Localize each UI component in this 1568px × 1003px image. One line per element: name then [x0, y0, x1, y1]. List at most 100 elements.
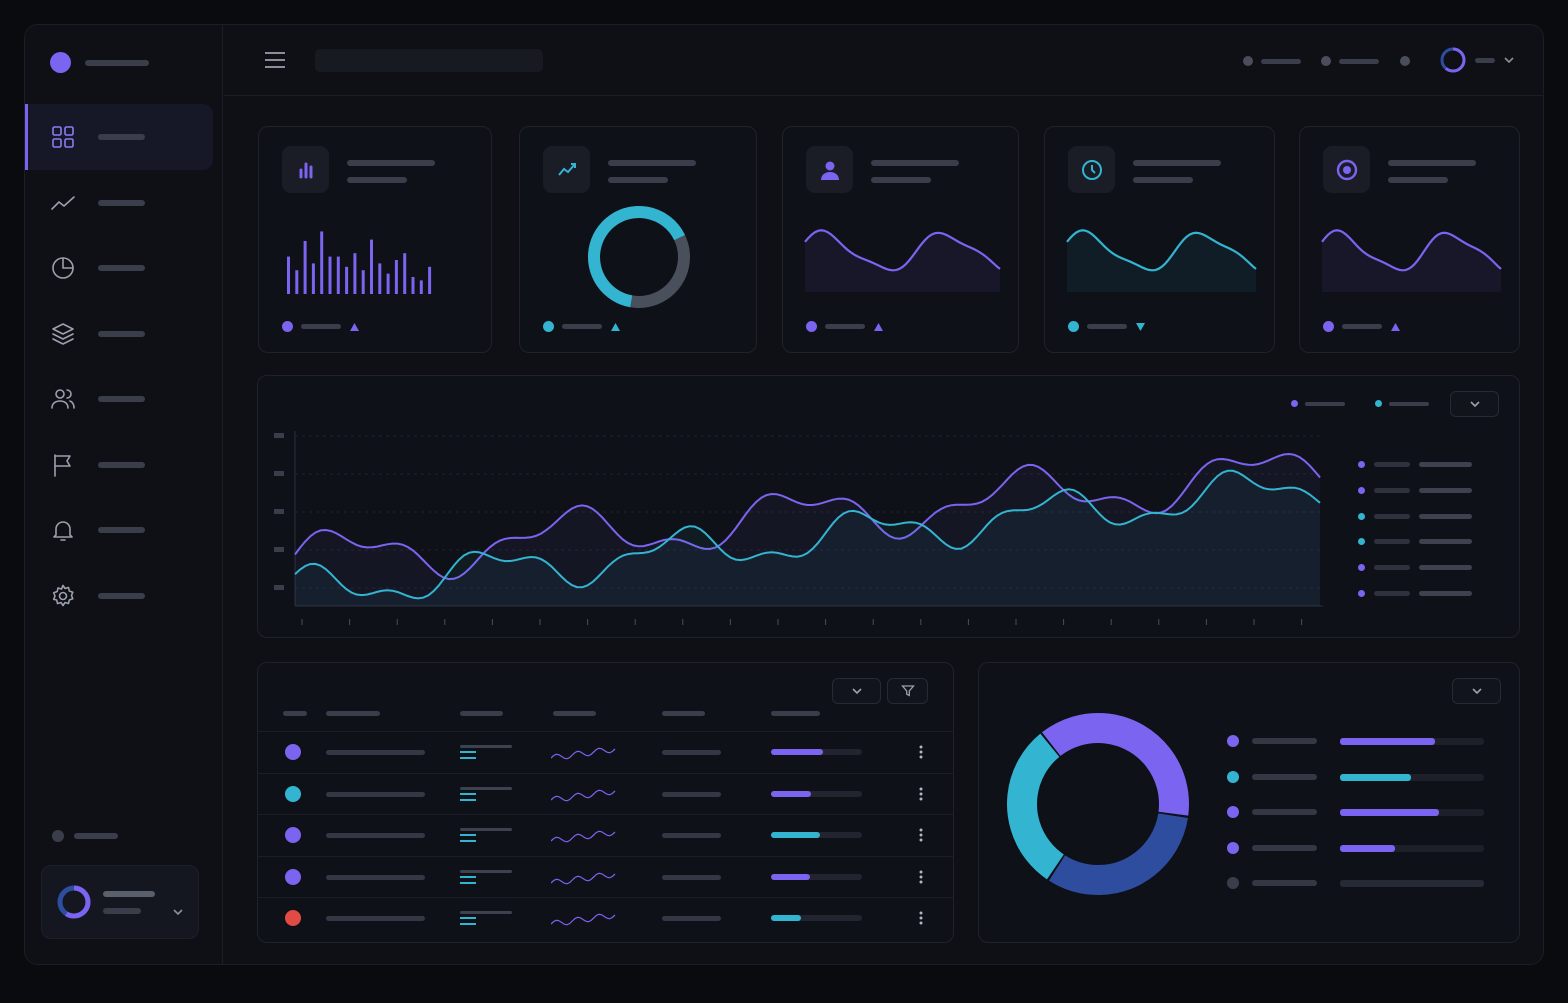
stat-icon-box	[543, 146, 590, 193]
stat-card[interactable]	[519, 126, 757, 353]
legend-item[interactable]	[1358, 461, 1472, 468]
stat-footer	[806, 321, 884, 332]
donut-legend-item[interactable]	[1227, 877, 1487, 889]
filter-button[interactable]	[887, 678, 928, 704]
sidebar-item-layers[interactable]	[25, 301, 213, 367]
y-tick-label	[274, 509, 284, 514]
tag-line	[460, 881, 476, 884]
legend-label	[1374, 591, 1410, 596]
legend-dot	[1291, 400, 1298, 407]
stat-bar	[345, 266, 349, 294]
nav-dot	[1243, 56, 1253, 66]
legend-value	[1419, 565, 1472, 571]
donut-legend-item[interactable]	[1227, 735, 1487, 747]
line-chart[interactable]	[258, 376, 1521, 639]
sidebar-item-pie-chart[interactable]	[25, 235, 213, 301]
legend-progress-fill	[1340, 880, 1484, 887]
legend-label	[1374, 462, 1410, 467]
top-nav-link-2[interactable]	[1321, 56, 1379, 66]
legend-label	[1374, 487, 1410, 493]
more-vertical-icon[interactable]	[918, 910, 924, 926]
notification-dot-icon[interactable]	[1400, 56, 1410, 66]
chart-legend-series-2[interactable]	[1375, 400, 1429, 407]
column-header[interactable]	[662, 711, 705, 716]
stat-title	[608, 160, 696, 166]
stat-dot	[543, 321, 554, 332]
chevron-down-icon	[1471, 688, 1482, 695]
menu-icon[interactable]	[264, 51, 286, 69]
donut-chart[interactable]	[1003, 709, 1193, 899]
avatar-ring-icon	[57, 885, 91, 919]
row-sparkline	[551, 830, 616, 843]
sidebar-item-trend-line[interactable]	[25, 170, 213, 236]
table-filter-dropdown[interactable]	[832, 678, 881, 704]
y-tick-label	[274, 433, 284, 438]
user-profile-card[interactable]	[41, 865, 199, 939]
donut-segment[interactable]	[1003, 709, 1193, 899]
series-line-cyan[interactable]	[294, 469, 1321, 600]
account-menu[interactable]	[1439, 46, 1515, 74]
more-vertical-icon[interactable]	[918, 786, 924, 802]
table-row[interactable]	[258, 897, 953, 938]
legend-dot	[1358, 590, 1365, 597]
row-value	[662, 874, 721, 880]
donut-range-dropdown[interactable]	[1452, 678, 1501, 704]
search-input[interactable]	[315, 49, 543, 72]
stat-value	[1087, 324, 1127, 329]
legend-label	[1374, 565, 1410, 571]
sidebar-item-bell[interactable]	[25, 497, 213, 563]
table-row[interactable]	[258, 855, 953, 897]
table-row[interactable]	[258, 814, 953, 855]
trend-down-icon	[1136, 322, 1145, 331]
legend-item[interactable]	[1358, 486, 1472, 494]
chevron-down-icon	[851, 688, 862, 695]
table-row[interactable]	[258, 731, 953, 772]
column-header[interactable]	[460, 711, 503, 716]
donut-legend-item[interactable]	[1227, 841, 1487, 854]
column-header[interactable]	[326, 711, 380, 716]
wave-line	[1321, 229, 1502, 272]
stat-card[interactable]	[782, 126, 1019, 353]
donut-legend-item[interactable]	[1227, 806, 1487, 818]
legend-dot	[1358, 486, 1365, 494]
column-header[interactable]	[771, 711, 820, 716]
stat-subtitle	[871, 177, 931, 183]
legend-dot	[1358, 512, 1365, 520]
legend-item[interactable]	[1358, 538, 1472, 546]
table-row[interactable]	[258, 772, 953, 814]
donut-legend-item[interactable]	[1227, 770, 1487, 783]
bell-icon	[53, 521, 73, 541]
stat-dot	[282, 321, 293, 332]
sidebar-item-gear[interactable]	[25, 563, 213, 629]
more-vertical-icon[interactable]	[918, 869, 924, 885]
sidebar-item-flag[interactable]	[25, 432, 213, 498]
stat-card[interactable]	[258, 126, 492, 353]
column-header[interactable]	[283, 711, 307, 716]
chart-legend-series-1[interactable]	[1291, 400, 1345, 407]
top-nav-link-1[interactable]	[1243, 56, 1301, 66]
brand-logo[interactable]	[50, 52, 149, 73]
series-line-purple[interactable]	[294, 452, 1321, 581]
chevron-down-icon[interactable]	[172, 906, 184, 918]
column-header[interactable]	[553, 711, 596, 716]
legend-item[interactable]	[1358, 564, 1472, 572]
stat-bar	[378, 263, 382, 294]
row-value	[662, 833, 721, 838]
stat-card[interactable]	[1044, 126, 1275, 353]
more-vertical-icon[interactable]	[918, 744, 924, 760]
chart-range-dropdown[interactable]	[1450, 391, 1499, 417]
stat-bar	[411, 277, 415, 294]
legend-progress-bar	[1340, 809, 1484, 816]
donut-segment[interactable]	[1003, 709, 1193, 899]
stat-card[interactable]	[1299, 126, 1520, 353]
sidebar-item-label	[98, 396, 145, 402]
row-tags	[460, 745, 512, 759]
more-vertical-icon[interactable]	[918, 827, 924, 843]
stat-value	[1342, 324, 1382, 329]
sidebar-item-users[interactable]	[25, 366, 213, 432]
legend-item[interactable]	[1358, 512, 1472, 520]
row-progress-fill	[771, 749, 823, 755]
sidebar-item-grid[interactable]	[25, 104, 213, 170]
legend-item[interactable]	[1358, 590, 1472, 597]
legend-label	[1389, 401, 1429, 406]
